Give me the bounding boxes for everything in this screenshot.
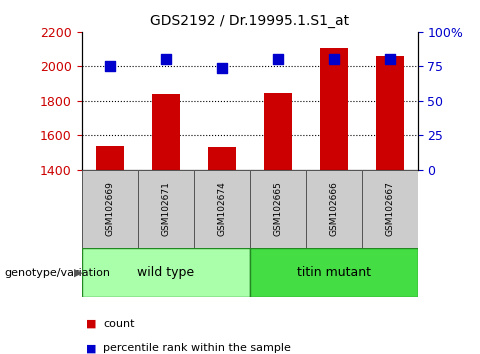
- Text: wild type: wild type: [137, 266, 194, 279]
- Text: genotype/variation: genotype/variation: [5, 268, 111, 278]
- Bar: [320, 48, 348, 170]
- Text: GSM102669: GSM102669: [105, 181, 114, 236]
- Bar: [361, 170, 418, 248]
- Bar: [82, 170, 138, 248]
- Bar: [264, 93, 292, 170]
- Text: percentile rank within the sample: percentile rank within the sample: [103, 343, 291, 353]
- Title: GDS2192 / Dr.19995.1.S1_at: GDS2192 / Dr.19995.1.S1_at: [150, 14, 349, 28]
- Text: ■: ■: [86, 319, 97, 329]
- Point: [218, 65, 226, 70]
- Bar: [82, 248, 250, 297]
- Bar: [250, 170, 306, 248]
- Bar: [193, 170, 250, 248]
- Bar: [208, 147, 236, 170]
- Bar: [96, 146, 124, 170]
- Text: titin mutant: titin mutant: [297, 266, 371, 279]
- Point: [106, 64, 113, 69]
- Text: GSM102671: GSM102671: [161, 181, 170, 236]
- Point: [330, 57, 337, 62]
- Text: GSM102674: GSM102674: [217, 182, 226, 236]
- Text: GSM102667: GSM102667: [385, 181, 394, 236]
- Point: [274, 57, 281, 62]
- Text: GSM102666: GSM102666: [329, 181, 338, 236]
- Bar: [138, 170, 193, 248]
- Bar: [152, 94, 180, 170]
- Text: GSM102665: GSM102665: [273, 181, 282, 236]
- Point: [162, 57, 169, 62]
- Text: ■: ■: [86, 343, 97, 353]
- Text: count: count: [103, 319, 135, 329]
- Bar: [306, 170, 361, 248]
- Point: [386, 57, 394, 62]
- Text: ▶: ▶: [74, 268, 83, 278]
- Bar: [250, 248, 418, 297]
- Bar: [376, 56, 404, 170]
